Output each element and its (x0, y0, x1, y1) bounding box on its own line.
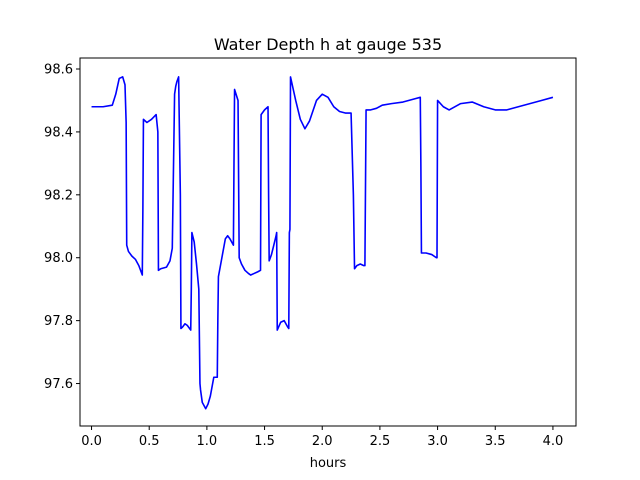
series-line-0 (91, 76, 554, 410)
x-tick-label: 1.0 (197, 434, 218, 449)
y-tick-label: 98.4 (44, 125, 73, 140)
plot-frame (79, 57, 577, 427)
plot-area (80, 58, 576, 426)
series-layer (91, 76, 554, 410)
y-tick-label: 98.6 (44, 63, 73, 78)
x-tick-label: 4.0 (543, 434, 564, 449)
x-tick-label: 2.0 (312, 434, 333, 449)
chart-title: Water Depth h at gauge 535 (214, 35, 442, 54)
x-tick-label: 2.5 (370, 434, 391, 449)
y-tick-label: 98.2 (44, 188, 73, 203)
y-axis-ticks: 97.6 97.8 98.0 98.2 98.4 98.6 (44, 63, 80, 392)
x-axis-ticks: 0.0 0.5 1.0 1.5 2.0 2.5 3.0 3.5 4.0 (81, 426, 563, 449)
x-tick-label: 0.5 (139, 434, 160, 449)
x-tick-label: 0.0 (81, 434, 102, 449)
x-axis-label: hours (310, 456, 347, 471)
x-tick-label: 1.5 (254, 434, 275, 449)
x-tick-label: 3.5 (485, 434, 506, 449)
y-tick-label: 97.8 (44, 314, 73, 329)
x-tick-label: 3.0 (427, 434, 448, 449)
y-tick-label: 98.0 (44, 251, 73, 266)
y-tick-label: 97.6 (44, 377, 73, 392)
